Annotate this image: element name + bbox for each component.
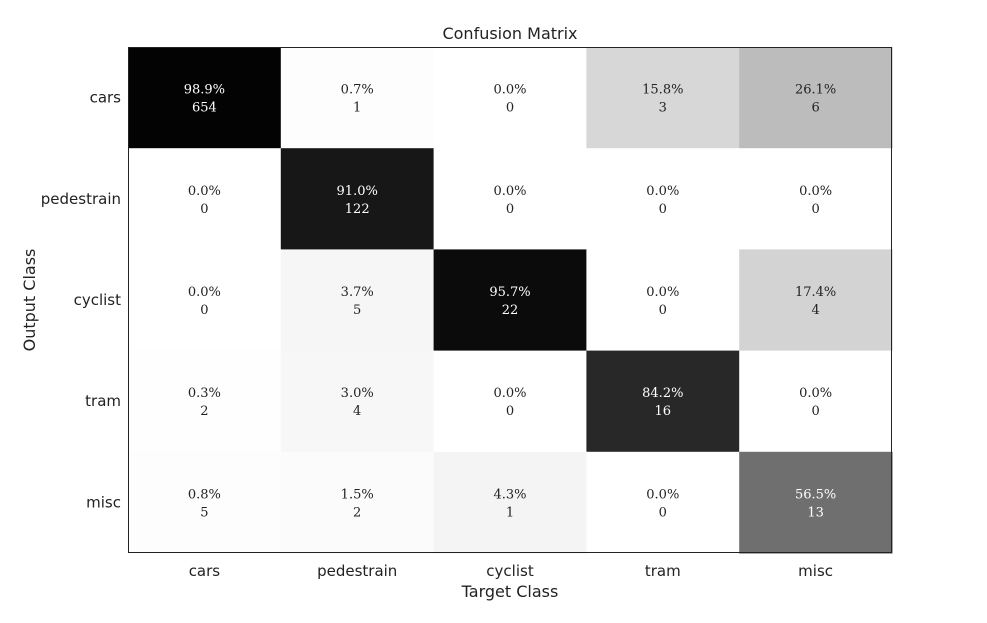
cell-percent-label-tram-cars: 0.3% bbox=[188, 386, 221, 401]
x-tick-label-misc: misc bbox=[798, 562, 833, 580]
y-tick-label-misc: misc bbox=[86, 493, 121, 511]
heatmap-cell-cars-cyclist bbox=[433, 47, 587, 149]
cell-percent-label-cars-cyclist: 0.0% bbox=[493, 83, 526, 98]
cell-percent-label-pedestrain-tram: 0.0% bbox=[646, 184, 679, 199]
heatmap-cell-misc-misc bbox=[739, 451, 893, 554]
cell-count-label-cyclist-pedestrain: 5 bbox=[353, 303, 361, 318]
cell-percent-label-tram-cyclist: 0.0% bbox=[493, 386, 526, 401]
x-tick-label-cyclist: cyclist bbox=[486, 562, 534, 580]
y-axis-label: Output Class bbox=[20, 249, 39, 352]
cell-count-label-pedestrain-pedestrain: 122 bbox=[345, 202, 370, 217]
cell-percent-label-pedestrain-cyclist: 0.0% bbox=[493, 184, 526, 199]
x-tick-label-tram: tram bbox=[645, 562, 681, 580]
heatmap-cell-cyclist-pedestrain bbox=[280, 249, 435, 352]
heatmap-cell-misc-pedestrain bbox=[280, 451, 435, 554]
heatmap-cell-pedestrain-cars bbox=[128, 148, 282, 250]
cell-count-label-pedestrain-cars: 0 bbox=[200, 202, 208, 217]
cell-percent-label-cars-pedestrain: 0.7% bbox=[341, 83, 374, 98]
y-axis-tick-labels: cars pedestrain cyclist tram misc bbox=[41, 89, 121, 512]
cell-percent-label-tram-pedestrain: 3.0% bbox=[341, 386, 374, 401]
chart-title: Confusion Matrix bbox=[442, 24, 577, 43]
heatmap-cell-cars-tram bbox=[586, 47, 740, 149]
heatmap-cell-tram-misc bbox=[739, 350, 893, 453]
cell-count-label-misc-cars: 5 bbox=[200, 505, 208, 520]
heatmap-cell-tram-tram bbox=[586, 350, 740, 453]
cell-percent-label-pedestrain-cars: 0.0% bbox=[188, 184, 221, 199]
cell-percent-label-misc-pedestrain: 1.5% bbox=[341, 487, 374, 502]
cell-count-label-cyclist-cyclist: 22 bbox=[502, 303, 519, 318]
heatmap-cell-cars-pedestrain bbox=[280, 47, 435, 149]
heatmap-cell-tram-cars bbox=[128, 350, 282, 453]
cell-count-label-tram-pedestrain: 4 bbox=[353, 404, 361, 419]
cell-percent-label-cyclist-cars: 0.0% bbox=[188, 285, 221, 300]
cell-percent-label-misc-misc: 56.5% bbox=[795, 487, 836, 502]
cell-count-label-cars-tram: 3 bbox=[659, 101, 667, 116]
cell-count-label-misc-tram: 0 bbox=[659, 505, 667, 520]
heatmap-cell-misc-tram bbox=[586, 451, 740, 554]
x-tick-label-cars: cars bbox=[189, 562, 221, 580]
cell-count-label-cyclist-tram: 0 bbox=[659, 303, 667, 318]
cell-count-label-pedestrain-cyclist: 0 bbox=[506, 202, 514, 217]
x-axis-tick-labels: cars pedestrain cyclist tram misc bbox=[189, 562, 833, 580]
heatmap-cell-tram-cyclist bbox=[433, 350, 587, 453]
cell-count-label-tram-cyclist: 0 bbox=[506, 404, 514, 419]
cell-count-label-cyclist-cars: 0 bbox=[200, 303, 208, 318]
cell-percent-label-cyclist-tram: 0.0% bbox=[646, 285, 679, 300]
cell-count-label-pedestrain-misc: 0 bbox=[811, 202, 819, 217]
y-tick-label-cyclist: cyclist bbox=[74, 291, 122, 309]
cell-count-label-cars-misc: 6 bbox=[811, 101, 819, 116]
heatmap-cell-cars-cars bbox=[128, 47, 282, 149]
cell-percent-label-misc-cyclist: 4.3% bbox=[493, 487, 526, 502]
cell-count-label-pedestrain-tram: 0 bbox=[659, 202, 667, 217]
cell-percent-label-cyclist-pedestrain: 3.7% bbox=[341, 285, 374, 300]
cell-percent-label-misc-cars: 0.8% bbox=[188, 487, 221, 502]
heatmap-cell-pedestrain-misc bbox=[739, 148, 893, 250]
cell-count-label-misc-misc: 13 bbox=[807, 505, 824, 520]
cell-percent-label-cars-misc: 26.1% bbox=[795, 83, 836, 98]
heatmap-cell-cyclist-misc bbox=[739, 249, 893, 352]
cell-count-label-tram-misc: 0 bbox=[811, 404, 819, 419]
heatmap-cell-misc-cyclist bbox=[433, 451, 587, 554]
cell-count-label-misc-cyclist: 1 bbox=[506, 505, 514, 520]
heatmap-cell-cars-misc bbox=[739, 47, 893, 149]
cell-count-label-cars-pedestrain: 1 bbox=[353, 101, 361, 116]
y-tick-label-tram: tram bbox=[85, 392, 121, 410]
heatmap-cell-labels: 98.9% 654 0.7% 1 0.0% 0 15.8% 3 26.1% 6 0.0% 0 91.0%… bbox=[184, 83, 837, 521]
y-tick-label-pedestrain: pedestrain bbox=[41, 190, 121, 208]
heatmap-cell-cyclist-cars bbox=[128, 249, 282, 352]
cell-count-label-tram-cars: 2 bbox=[200, 404, 208, 419]
cell-percent-label-pedestrain-pedestrain: 91.0% bbox=[337, 184, 378, 199]
x-axis-label: Target Class bbox=[461, 582, 559, 601]
heatmap-cell-pedestrain-pedestrain bbox=[280, 148, 435, 250]
cell-percent-label-tram-misc: 0.0% bbox=[799, 386, 832, 401]
heatmap-cells bbox=[128, 47, 893, 554]
cell-count-label-cyclist-misc: 4 bbox=[811, 303, 819, 318]
cell-count-label-cars-cyclist: 0 bbox=[506, 101, 514, 116]
heatmap-cell-pedestrain-cyclist bbox=[433, 148, 587, 250]
cell-percent-label-cars-cars: 98.9% bbox=[184, 83, 225, 98]
cell-percent-label-cyclist-cyclist: 95.7% bbox=[489, 285, 530, 300]
heatmap-cell-cyclist-tram bbox=[586, 249, 740, 352]
cell-count-label-cars-cars: 654 bbox=[192, 101, 217, 116]
x-tick-label-pedestrain: pedestrain bbox=[317, 562, 397, 580]
cell-percent-label-cyclist-misc: 17.4% bbox=[795, 285, 836, 300]
heatmap-cell-tram-pedestrain bbox=[280, 350, 435, 453]
cell-percent-label-cars-tram: 15.8% bbox=[642, 83, 683, 98]
cell-count-label-tram-tram: 16 bbox=[655, 404, 672, 419]
cell-percent-label-misc-tram: 0.0% bbox=[646, 487, 679, 502]
cell-count-label-misc-pedestrain: 2 bbox=[353, 505, 361, 520]
cell-percent-label-pedestrain-misc: 0.0% bbox=[799, 184, 832, 199]
cell-percent-label-tram-tram: 84.2% bbox=[642, 386, 683, 401]
heatmap-cell-pedestrain-tram bbox=[586, 148, 740, 250]
plot-frame bbox=[128, 47, 892, 553]
heatmap-cell-cyclist-cyclist bbox=[433, 249, 587, 352]
y-tick-label-cars: cars bbox=[90, 89, 122, 107]
heatmap-cell-misc-cars bbox=[128, 451, 282, 554]
